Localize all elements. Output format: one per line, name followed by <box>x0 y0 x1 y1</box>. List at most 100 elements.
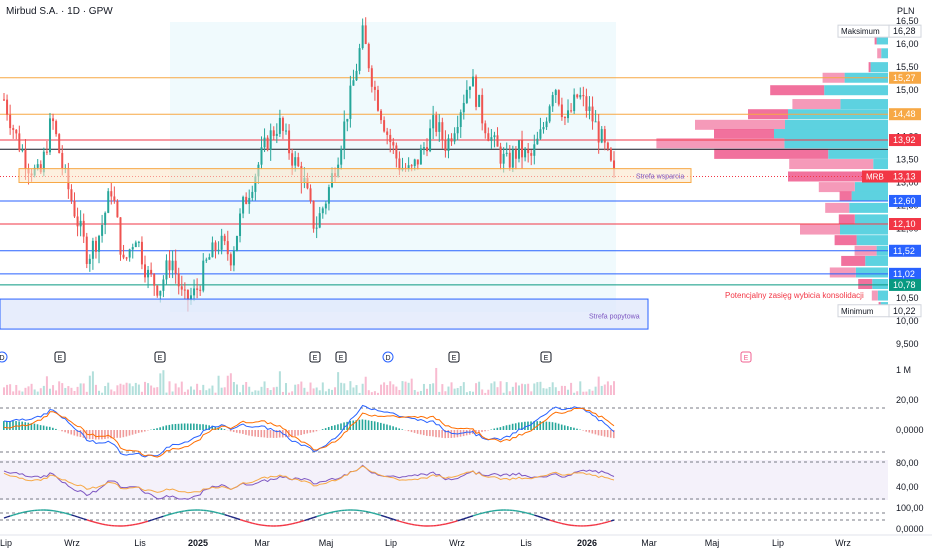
volume-profile-bar-down <box>792 99 841 110</box>
candle-body <box>312 200 315 229</box>
volume-bar <box>162 370 165 395</box>
macd-histogram-bar <box>324 428 327 430</box>
event-marker[interactable]: E <box>54 351 66 363</box>
macd-histogram-bar <box>205 424 207 430</box>
candle-body <box>444 139 447 151</box>
macd-histogram-bar <box>563 425 566 430</box>
price-badge[interactable]: 11,52 <box>889 244 921 257</box>
oscillator-line <box>166 513 170 516</box>
price-badge[interactable]: 13,13 MRB <box>862 170 921 183</box>
range-highlight <box>170 22 616 312</box>
candle-body <box>162 279 165 291</box>
price-badge[interactable]: 13,92 <box>889 134 921 147</box>
macd-signal-line <box>3 407 615 458</box>
event-marker[interactable]: E <box>335 351 347 363</box>
price-tick-label: 10,50 <box>896 293 919 303</box>
price-badge-value: 10,78 <box>893 280 916 290</box>
event-marker[interactable]: E <box>740 351 752 363</box>
volume-profile-bar-up <box>870 62 888 73</box>
volume-bar <box>113 391 116 395</box>
macd-histogram-bar <box>330 425 333 430</box>
volume-bar <box>214 392 217 395</box>
volume-bar <box>560 385 563 395</box>
oscillator-line <box>325 512 330 515</box>
volume-profile-bar-down <box>714 129 774 140</box>
event-marker[interactable]: E <box>448 351 460 363</box>
candle-body <box>254 176 257 192</box>
time-tick-label: Lis <box>134 538 146 548</box>
oscillator-line <box>374 512 379 516</box>
candle-body <box>309 188 312 201</box>
event-label: E <box>744 355 749 362</box>
price-badge[interactable]: 10,22 Minimum <box>837 304 922 318</box>
candle-body <box>245 196 248 204</box>
oscillator-line <box>396 519 400 522</box>
volume-bar <box>245 382 248 395</box>
macd-histogram-bar <box>153 428 155 430</box>
candle-body <box>110 191 113 197</box>
oscillator-line <box>242 519 247 523</box>
volume-bar <box>490 383 493 395</box>
price-badge[interactable]: 12,10 <box>889 218 921 231</box>
volume-profile-bar-up <box>872 278 888 289</box>
volume-bar <box>294 384 297 395</box>
price-badge[interactable]: 11,02 <box>889 267 921 280</box>
event-marker[interactable]: E <box>154 351 166 363</box>
candle-body <box>288 130 291 154</box>
volume-bar <box>407 382 410 395</box>
candle-body <box>478 94 481 107</box>
volume-bar <box>588 389 591 395</box>
event-marker[interactable]: E <box>309 351 321 363</box>
oscillator-line <box>463 517 468 520</box>
macd-histogram-bar <box>315 430 318 432</box>
candle-body <box>453 133 456 142</box>
price-badge[interactable]: 12,60 <box>889 194 921 207</box>
candle-body <box>490 137 493 141</box>
oscillator-line <box>172 512 176 515</box>
macd-histogram-bar <box>12 420 14 430</box>
macd-histogram-bar <box>533 421 535 430</box>
volume-bar <box>594 386 597 395</box>
volume-profile-bar-up <box>849 202 888 213</box>
volume-bar <box>330 389 333 395</box>
candle-body <box>104 212 107 225</box>
price-badge[interactable]: 15,27 <box>889 71 921 84</box>
candle-body <box>505 152 508 154</box>
macd-histogram-bar <box>573 427 575 430</box>
macd-histogram-bar <box>429 430 431 437</box>
volume-profile-bar-down <box>838 214 855 225</box>
price-badge[interactable]: 16,28 Maksimum <box>837 24 922 38</box>
time-axis[interactable]: Lip Wrz Lis 2025 Mar Maj Lip Wrz Lis 2026 Mar Maj Li… <box>0 534 932 548</box>
volume-bar <box>150 385 153 395</box>
price-badge[interactable]: 10,78 <box>889 278 921 291</box>
price-badge-tag: Maksimum <box>841 27 880 36</box>
candle-body <box>232 250 235 266</box>
candle-body <box>171 260 174 271</box>
candle-body <box>613 160 615 169</box>
candle-body <box>55 121 58 135</box>
candle-body <box>539 129 542 139</box>
volume-bar <box>263 381 266 395</box>
oscillator-panel <box>0 509 888 527</box>
volume-bar <box>254 390 257 395</box>
macd-histogram-bar <box>101 430 103 440</box>
candle-body <box>131 247 134 250</box>
macd-histogram-bar <box>55 428 57 430</box>
macd-histogram-bar <box>45 426 48 430</box>
event-marker[interactable]: D <box>382 351 394 363</box>
event-marker[interactable]: D <box>0 351 8 363</box>
event-marker[interactable]: E <box>540 351 552 363</box>
candle-body <box>496 135 499 147</box>
volume-bar <box>376 392 379 395</box>
oscillator-line <box>59 511 63 514</box>
price-badge-value: 10,22 <box>893 306 916 316</box>
event-label: E <box>544 355 549 362</box>
price-axis[interactable]: 16,5016,0015,5015,0014,5014,0013,5013,00… <box>837 16 924 534</box>
oscillator-line <box>411 523 415 526</box>
price-badge[interactable]: 14,48 <box>889 108 921 121</box>
dividend-event-icon <box>382 351 394 363</box>
candle-body <box>603 129 606 143</box>
macd-histogram-bar <box>542 421 545 430</box>
